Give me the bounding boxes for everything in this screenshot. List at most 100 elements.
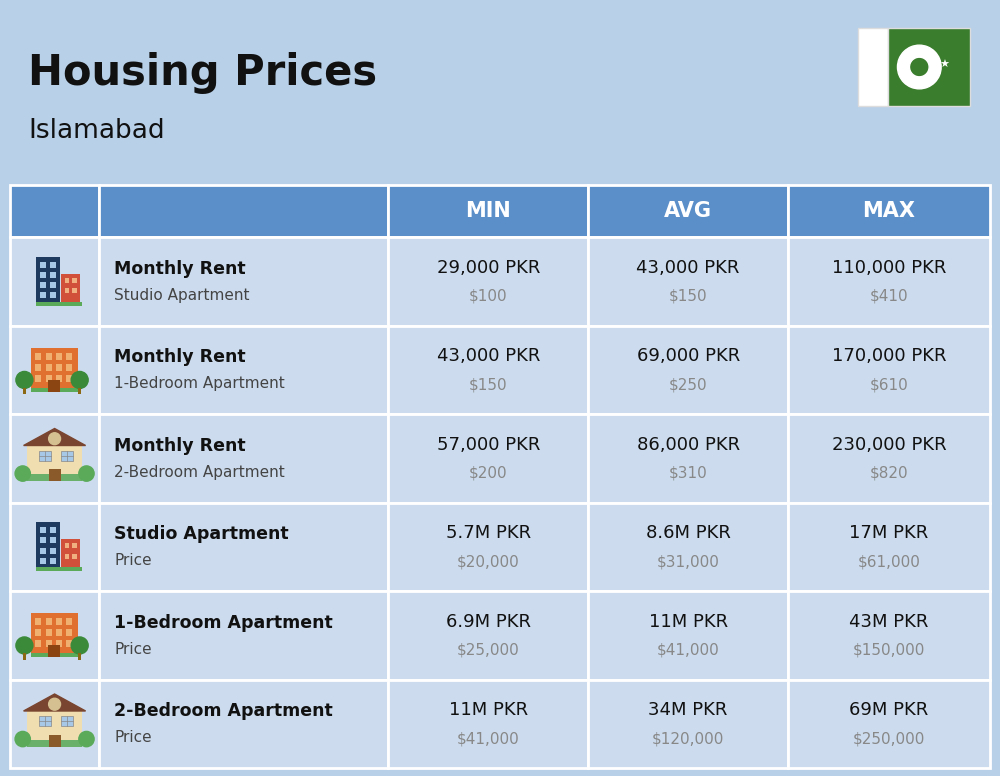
Text: 5.7M PKR: 5.7M PKR bbox=[446, 525, 531, 542]
Bar bbox=[858, 28, 888, 106]
Bar bbox=[39, 451, 51, 461]
Text: Price: Price bbox=[114, 642, 152, 657]
Bar bbox=[36, 522, 60, 571]
Text: $250,000: $250,000 bbox=[853, 731, 925, 747]
Bar bbox=[61, 274, 80, 306]
Bar bbox=[46, 375, 52, 382]
Bar bbox=[65, 288, 69, 293]
Bar bbox=[788, 325, 990, 414]
Bar bbox=[788, 185, 990, 237]
Text: 230,000 PKR: 230,000 PKR bbox=[832, 436, 946, 454]
Text: $150: $150 bbox=[469, 377, 508, 393]
Text: $250: $250 bbox=[669, 377, 707, 393]
Bar bbox=[46, 640, 52, 647]
Bar bbox=[35, 618, 41, 625]
Bar bbox=[40, 262, 46, 268]
Text: $25,000: $25,000 bbox=[457, 643, 520, 658]
Bar bbox=[72, 288, 77, 293]
Text: 1-Bedroom Apartment: 1-Bedroom Apartment bbox=[114, 614, 333, 632]
Bar bbox=[66, 353, 72, 359]
Bar bbox=[66, 364, 72, 371]
Bar bbox=[99, 414, 388, 503]
Bar bbox=[99, 325, 388, 414]
Bar bbox=[10, 325, 99, 414]
Text: 86,000 PKR: 86,000 PKR bbox=[637, 436, 740, 454]
Bar bbox=[56, 353, 62, 359]
Bar bbox=[50, 527, 56, 533]
Text: 110,000 PKR: 110,000 PKR bbox=[832, 259, 946, 277]
Bar bbox=[27, 474, 82, 481]
Bar bbox=[588, 503, 788, 591]
Text: Monthly Rent: Monthly Rent bbox=[114, 437, 246, 455]
Text: $61,000: $61,000 bbox=[858, 554, 920, 570]
Text: Monthly Rent: Monthly Rent bbox=[114, 260, 246, 278]
Bar bbox=[588, 414, 788, 503]
Bar bbox=[50, 293, 56, 298]
Bar bbox=[72, 278, 77, 283]
Bar bbox=[99, 680, 388, 768]
Polygon shape bbox=[24, 694, 86, 711]
Bar bbox=[31, 653, 78, 657]
Bar bbox=[588, 680, 788, 768]
Bar bbox=[46, 629, 52, 636]
Polygon shape bbox=[24, 428, 86, 445]
Bar bbox=[588, 185, 788, 237]
Text: $20,000: $20,000 bbox=[457, 554, 520, 570]
Bar bbox=[66, 375, 72, 382]
Bar bbox=[61, 539, 80, 571]
Circle shape bbox=[71, 372, 88, 389]
Text: $820: $820 bbox=[870, 466, 908, 481]
Text: $41,000: $41,000 bbox=[657, 643, 720, 658]
Bar bbox=[31, 613, 78, 657]
Text: $31,000: $31,000 bbox=[657, 554, 720, 570]
Bar bbox=[36, 257, 60, 306]
Circle shape bbox=[15, 466, 30, 481]
Bar bbox=[27, 711, 82, 747]
Text: $610: $610 bbox=[870, 377, 908, 393]
Bar bbox=[56, 364, 62, 371]
Circle shape bbox=[79, 466, 94, 481]
Bar bbox=[888, 28, 970, 106]
Text: $41,000: $41,000 bbox=[457, 731, 520, 747]
Bar bbox=[48, 646, 60, 657]
Text: 17M PKR: 17M PKR bbox=[849, 525, 929, 542]
Text: AVG: AVG bbox=[664, 201, 712, 221]
Bar bbox=[40, 527, 46, 533]
Bar bbox=[65, 553, 69, 559]
Bar bbox=[49, 735, 61, 747]
Bar bbox=[588, 237, 788, 325]
Bar bbox=[40, 538, 46, 543]
Circle shape bbox=[71, 637, 88, 654]
Bar bbox=[388, 591, 588, 680]
Bar bbox=[66, 618, 72, 625]
Bar bbox=[10, 414, 99, 503]
Bar bbox=[99, 503, 388, 591]
Circle shape bbox=[15, 732, 30, 747]
Bar bbox=[60, 302, 82, 306]
Text: $310: $310 bbox=[669, 466, 708, 481]
Bar bbox=[66, 640, 72, 647]
Text: 11M PKR: 11M PKR bbox=[649, 613, 728, 631]
Text: 2-Bedroom Apartment: 2-Bedroom Apartment bbox=[114, 465, 285, 480]
Bar bbox=[65, 543, 69, 549]
Text: Studio Apartment: Studio Apartment bbox=[114, 525, 289, 543]
Text: 170,000 PKR: 170,000 PKR bbox=[832, 348, 946, 365]
Bar bbox=[388, 325, 588, 414]
Bar bbox=[10, 591, 99, 680]
Text: Studio Apartment: Studio Apartment bbox=[114, 288, 250, 303]
Bar bbox=[40, 293, 46, 298]
Bar bbox=[39, 716, 51, 726]
Text: 2-Bedroom Apartment: 2-Bedroom Apartment bbox=[114, 702, 333, 720]
Text: 11M PKR: 11M PKR bbox=[449, 702, 528, 719]
Bar bbox=[56, 375, 62, 382]
Text: 1-Bedroom Apartment: 1-Bedroom Apartment bbox=[114, 376, 285, 391]
Bar bbox=[99, 185, 388, 237]
Bar bbox=[72, 553, 77, 559]
Bar bbox=[388, 680, 588, 768]
Bar bbox=[46, 618, 52, 625]
Bar bbox=[788, 414, 990, 503]
Text: 43,000 PKR: 43,000 PKR bbox=[636, 259, 740, 277]
Text: MIN: MIN bbox=[465, 201, 511, 221]
Bar bbox=[388, 503, 588, 591]
Bar bbox=[788, 680, 990, 768]
